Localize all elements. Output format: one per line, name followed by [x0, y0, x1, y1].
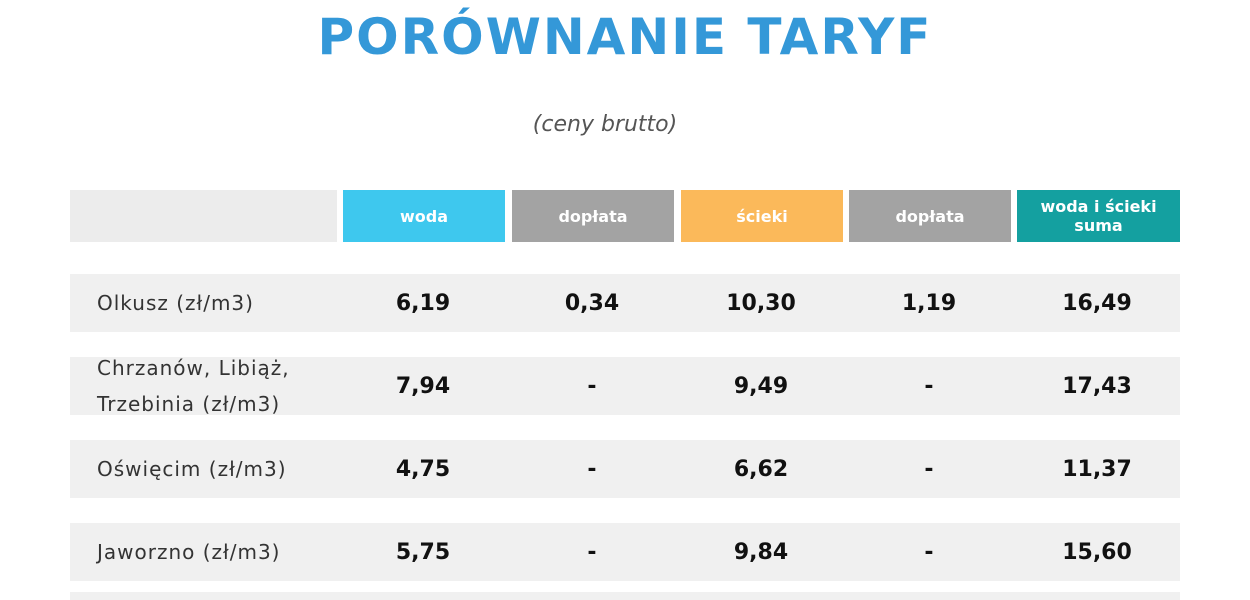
- cell-value: -: [924, 456, 934, 482]
- column-header: ścieki: [681, 190, 843, 242]
- title: PORÓWNANIE TARYF: [317, 8, 933, 66]
- cell-value: 5,75: [395, 539, 451, 565]
- cell-value: 11,37: [1062, 456, 1132, 482]
- column-header: dopłata: [512, 190, 674, 242]
- row-band: [70, 357, 1180, 415]
- cell-value: 0,34: [564, 290, 620, 316]
- column-header: woda: [343, 190, 505, 242]
- cell-value: -: [587, 373, 597, 399]
- cell-value: 4,75: [395, 456, 451, 482]
- column-header: woda i ścieki suma: [1017, 190, 1180, 242]
- cell-value: 9,84: [733, 539, 789, 565]
- row-band: [70, 523, 1180, 581]
- cell-value: 15,60: [1062, 539, 1132, 565]
- subtitle: (ceny brutto): [532, 112, 678, 137]
- cell-value: 9,49: [733, 373, 789, 399]
- row-band: [70, 440, 1180, 498]
- cell-value: 6,62: [733, 456, 789, 482]
- cell-value: 17,43: [1062, 373, 1132, 399]
- row-label: Chrzanów, Libiąż, Trzebinia (zł/m3): [97, 356, 290, 416]
- row-band: [70, 592, 1180, 600]
- column-header: dopłata: [849, 190, 1011, 242]
- cell-value: -: [924, 373, 934, 399]
- cell-value: -: [587, 539, 597, 565]
- cell-value: 1,19: [901, 290, 957, 316]
- row-label: Olkusz (zł/m3): [97, 291, 254, 315]
- row-band: [70, 274, 1180, 332]
- cell-value: 6,19: [395, 290, 451, 316]
- row-label: Oświęcim (zł/m3): [97, 457, 287, 481]
- cell-value: 10,30: [726, 290, 796, 316]
- cell-value: 7,94: [395, 373, 451, 399]
- cell-value: 16,49: [1062, 290, 1132, 316]
- row-label: Jaworzno (zł/m3): [97, 540, 281, 564]
- cell-value: -: [587, 456, 597, 482]
- cell-value: -: [924, 539, 934, 565]
- header-blank: [70, 190, 337, 242]
